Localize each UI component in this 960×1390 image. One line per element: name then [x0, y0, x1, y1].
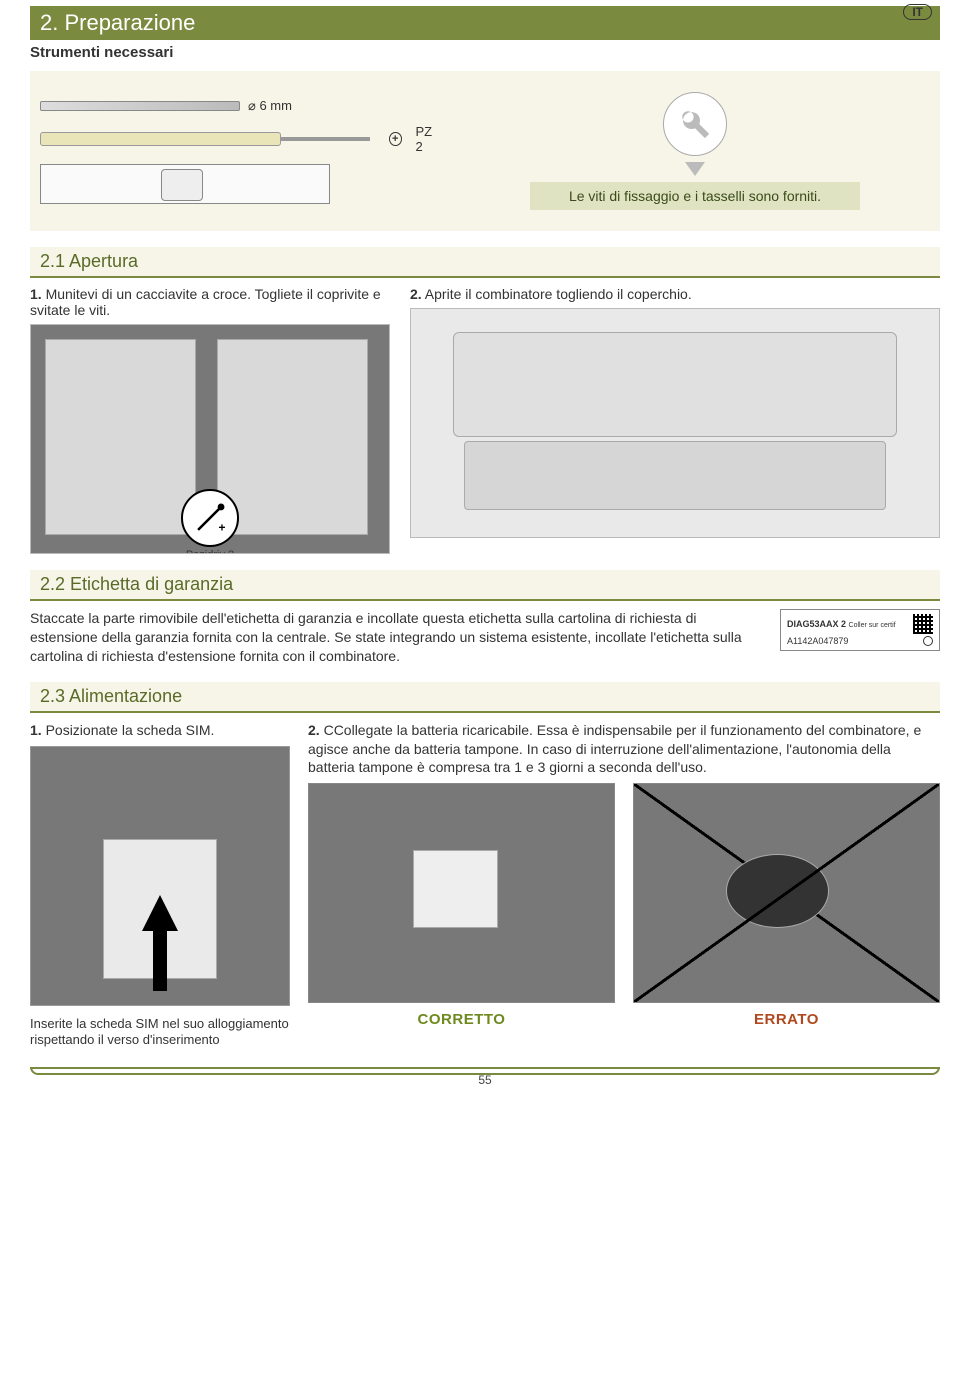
- step-2-3-1-num: 1.: [30, 722, 42, 738]
- photo-battery-correct: [308, 783, 615, 1003]
- pozidriv-plus-icon: +: [389, 132, 402, 146]
- correct-label: CORRETTO: [308, 1011, 615, 1028]
- wrong-label: ERRATO: [633, 1011, 940, 1028]
- step-2-1-1-num: 1.: [30, 286, 42, 302]
- photo-battery-wrong: [633, 783, 940, 1003]
- warranty-label-small: Coller sur certif: [849, 622, 896, 629]
- wrench-icon: [663, 92, 727, 156]
- step-2-3-1-text: Posizionate la scheda SIM.: [42, 722, 215, 738]
- screwdriver-illustration: [40, 132, 281, 146]
- drill-diameter-label: ⌀ 6 mm: [248, 98, 292, 114]
- circle-icon: [923, 636, 933, 646]
- photo-sim-insert: [30, 746, 290, 1006]
- photo-remove-cover: + Pozidriv 2: [30, 324, 390, 554]
- supplied-note: Le viti di fissaggio e i tasselli sono f…: [530, 182, 860, 210]
- photo-open-device: [410, 308, 940, 538]
- step-2-3-2-num: 2.: [308, 722, 320, 738]
- subsection-2-3-title: 2.3 Alimentazione: [30, 682, 940, 713]
- warranty-label-sample: DIAG53AAX 2 Coller sur certif A1142A0478…: [780, 609, 940, 651]
- down-arrow-icon: [685, 162, 705, 176]
- step-2-3-1: 1. Posizionate la scheda SIM.: [30, 721, 290, 740]
- level-illustration: [40, 164, 330, 204]
- step-2-1-1-text: Munitevi di un cacciavite a croce. Togli…: [30, 286, 381, 318]
- sim-caption: Inserite la scheda SIM nel suo alloggiam…: [30, 1016, 290, 1050]
- screwdriver-spec-label: PZ 2: [416, 124, 440, 154]
- subsection-2-1-title: 2.1 Apertura: [30, 247, 940, 278]
- pozidriv-icon: +: [181, 489, 239, 547]
- step-2-3-2-text: CCollegate la batteria ricaricabile. Ess…: [308, 722, 921, 776]
- svg-text:+: +: [219, 521, 226, 535]
- warranty-text: Staccate la parte rimovibile dell'etiche…: [30, 609, 766, 666]
- step-2-1-1: 1. Munitevi di un cacciavite a croce. To…: [30, 286, 390, 318]
- tools-subtitle: Strumenti necessari: [30, 44, 940, 61]
- step-2-1-2-num: 2.: [410, 286, 422, 302]
- step-2-1-2: 2. Aprite il combinatore togliendo il co…: [410, 286, 940, 302]
- step-2-1-2-text: Aprite il combinatore togliendo il coper…: [422, 286, 692, 302]
- step-2-3-2: 2. CCollegate la batteria ricaricabile. …: [308, 721, 940, 778]
- tools-panel: ⌀ 6 mm + PZ 2 Le viti di fissaggio e i t…: [30, 71, 940, 231]
- subsection-2-2-title: 2.2 Etichetta di garanzia: [30, 570, 940, 601]
- language-badge: IT: [903, 4, 932, 20]
- qr-icon: [913, 614, 933, 634]
- warranty-label-model: DIAG53AAX 2: [787, 619, 846, 629]
- page-footer: 55: [30, 1067, 940, 1087]
- drill-bit-illustration: [40, 101, 240, 111]
- section-title: 2. Preparazione: [30, 6, 940, 40]
- page-number: 55: [478, 1073, 491, 1087]
- pozidriv-label: Pozidriv 2: [186, 549, 234, 554]
- warranty-label-serial: A1142A047879: [787, 636, 848, 646]
